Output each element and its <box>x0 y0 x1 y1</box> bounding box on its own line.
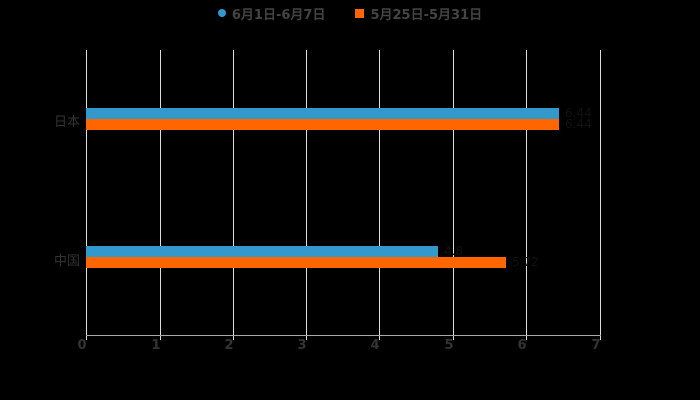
x-tick-label: 6 <box>517 338 527 353</box>
x-tick-label: 0 <box>77 338 87 353</box>
x-axis-line <box>86 335 601 336</box>
legend-item-jun1-jun7[interactable]: 6月1日-6月7日 <box>217 4 326 23</box>
bar-china-may25-may31[interactable] <box>86 257 506 268</box>
legend-label: 5月25日-5月31日 <box>370 7 483 23</box>
legend-item-may25-may31[interactable]: 5月25日-5月31日 <box>355 4 482 23</box>
category-label-japan: 日本 <box>53 115 80 130</box>
bar-japan-jun1-jun7[interactable] <box>86 108 559 119</box>
data-label-japan-orange: 6.44 <box>565 117 592 131</box>
x-tick-label: 4 <box>370 338 380 353</box>
gridline <box>306 50 307 340</box>
gridline <box>379 50 380 340</box>
bar-japan-may25-may31[interactable] <box>86 119 559 130</box>
x-tick-label: 3 <box>297 338 307 353</box>
gridline <box>600 50 601 340</box>
data-label-china-blue: 4.8 <box>444 244 464 258</box>
gridline <box>86 50 87 340</box>
category-label-china: 中国 <box>53 254 80 269</box>
gridline <box>526 50 527 340</box>
chart-legend: 6月1日-6月7日 5月25日-5月31日 <box>0 4 700 23</box>
x-tick-label: 7 <box>591 338 601 353</box>
legend-circle-icon <box>217 9 226 17</box>
gridline <box>453 50 454 340</box>
legend-square-icon <box>355 8 365 18</box>
x-tick-label: 5 <box>444 338 454 353</box>
data-label-china-orange: 5.72 <box>512 255 539 269</box>
legend-label: 6月1日-6月7日 <box>231 7 326 23</box>
bar-china-jun1-jun7[interactable] <box>86 246 438 257</box>
x-tick-label: 2 <box>224 338 234 353</box>
gridline <box>160 50 161 340</box>
data-label-japan-blue: 6.44 <box>565 106 592 120</box>
x-tick-label: 1 <box>151 338 161 353</box>
gridline <box>233 50 234 340</box>
